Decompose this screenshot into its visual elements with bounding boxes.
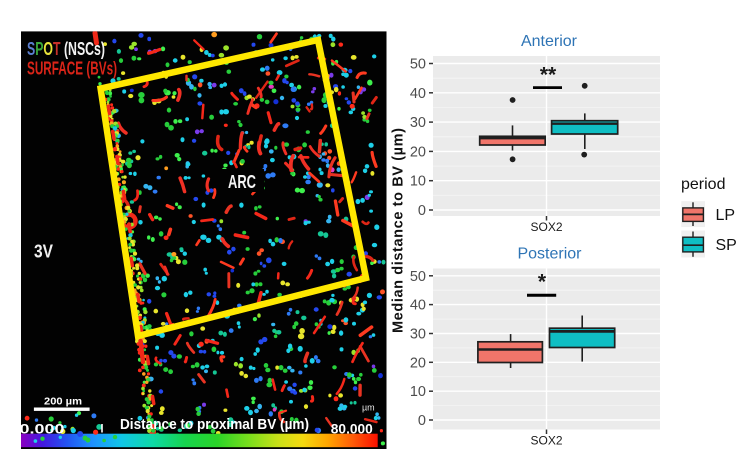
- svg-text:SPOT (NSCs): SPOT (NSCs): [27, 39, 105, 59]
- svg-text:Posterior: Posterior: [517, 246, 582, 263]
- svg-text:*: *: [538, 271, 547, 294]
- svg-text:10: 10: [410, 384, 426, 400]
- svg-text:Median distance to BV (µm): Median distance to BV (µm): [391, 128, 407, 333]
- svg-text:µm: µm: [362, 403, 375, 413]
- svg-text:50: 50: [410, 57, 426, 73]
- svg-text:0: 0: [418, 203, 426, 219]
- svg-text:LP: LP: [716, 207, 736, 224]
- svg-text:0: 0: [418, 413, 426, 429]
- svg-text:50: 50: [410, 269, 426, 285]
- svg-text:3V: 3V: [34, 242, 53, 262]
- svg-text:ARC: ARC: [228, 172, 256, 192]
- svg-text:40: 40: [410, 86, 426, 102]
- svg-text:SOX2: SOX2: [530, 434, 562, 448]
- svg-text:SOX2: SOX2: [530, 220, 562, 234]
- svg-text:0.000: 0.000: [20, 422, 65, 437]
- svg-text:SP: SP: [716, 237, 737, 254]
- svg-text:200 µm: 200 µm: [44, 397, 82, 408]
- svg-text:Distance to proximal BV (µm): Distance to proximal BV (µm): [120, 416, 309, 433]
- svg-text:Anterior: Anterior: [521, 33, 578, 50]
- svg-text:30: 30: [410, 327, 426, 343]
- svg-text:40: 40: [410, 298, 426, 314]
- svg-text:10: 10: [410, 174, 426, 190]
- svg-text:**: **: [540, 64, 557, 87]
- svg-text:SURFACE (BVs): SURFACE (BVs): [27, 59, 117, 79]
- svg-text:30: 30: [410, 115, 426, 131]
- svg-text:20: 20: [410, 355, 426, 371]
- svg-text:80.000: 80.000: [331, 422, 373, 437]
- svg-text:20: 20: [410, 144, 426, 160]
- svg-text:period: period: [681, 176, 725, 193]
